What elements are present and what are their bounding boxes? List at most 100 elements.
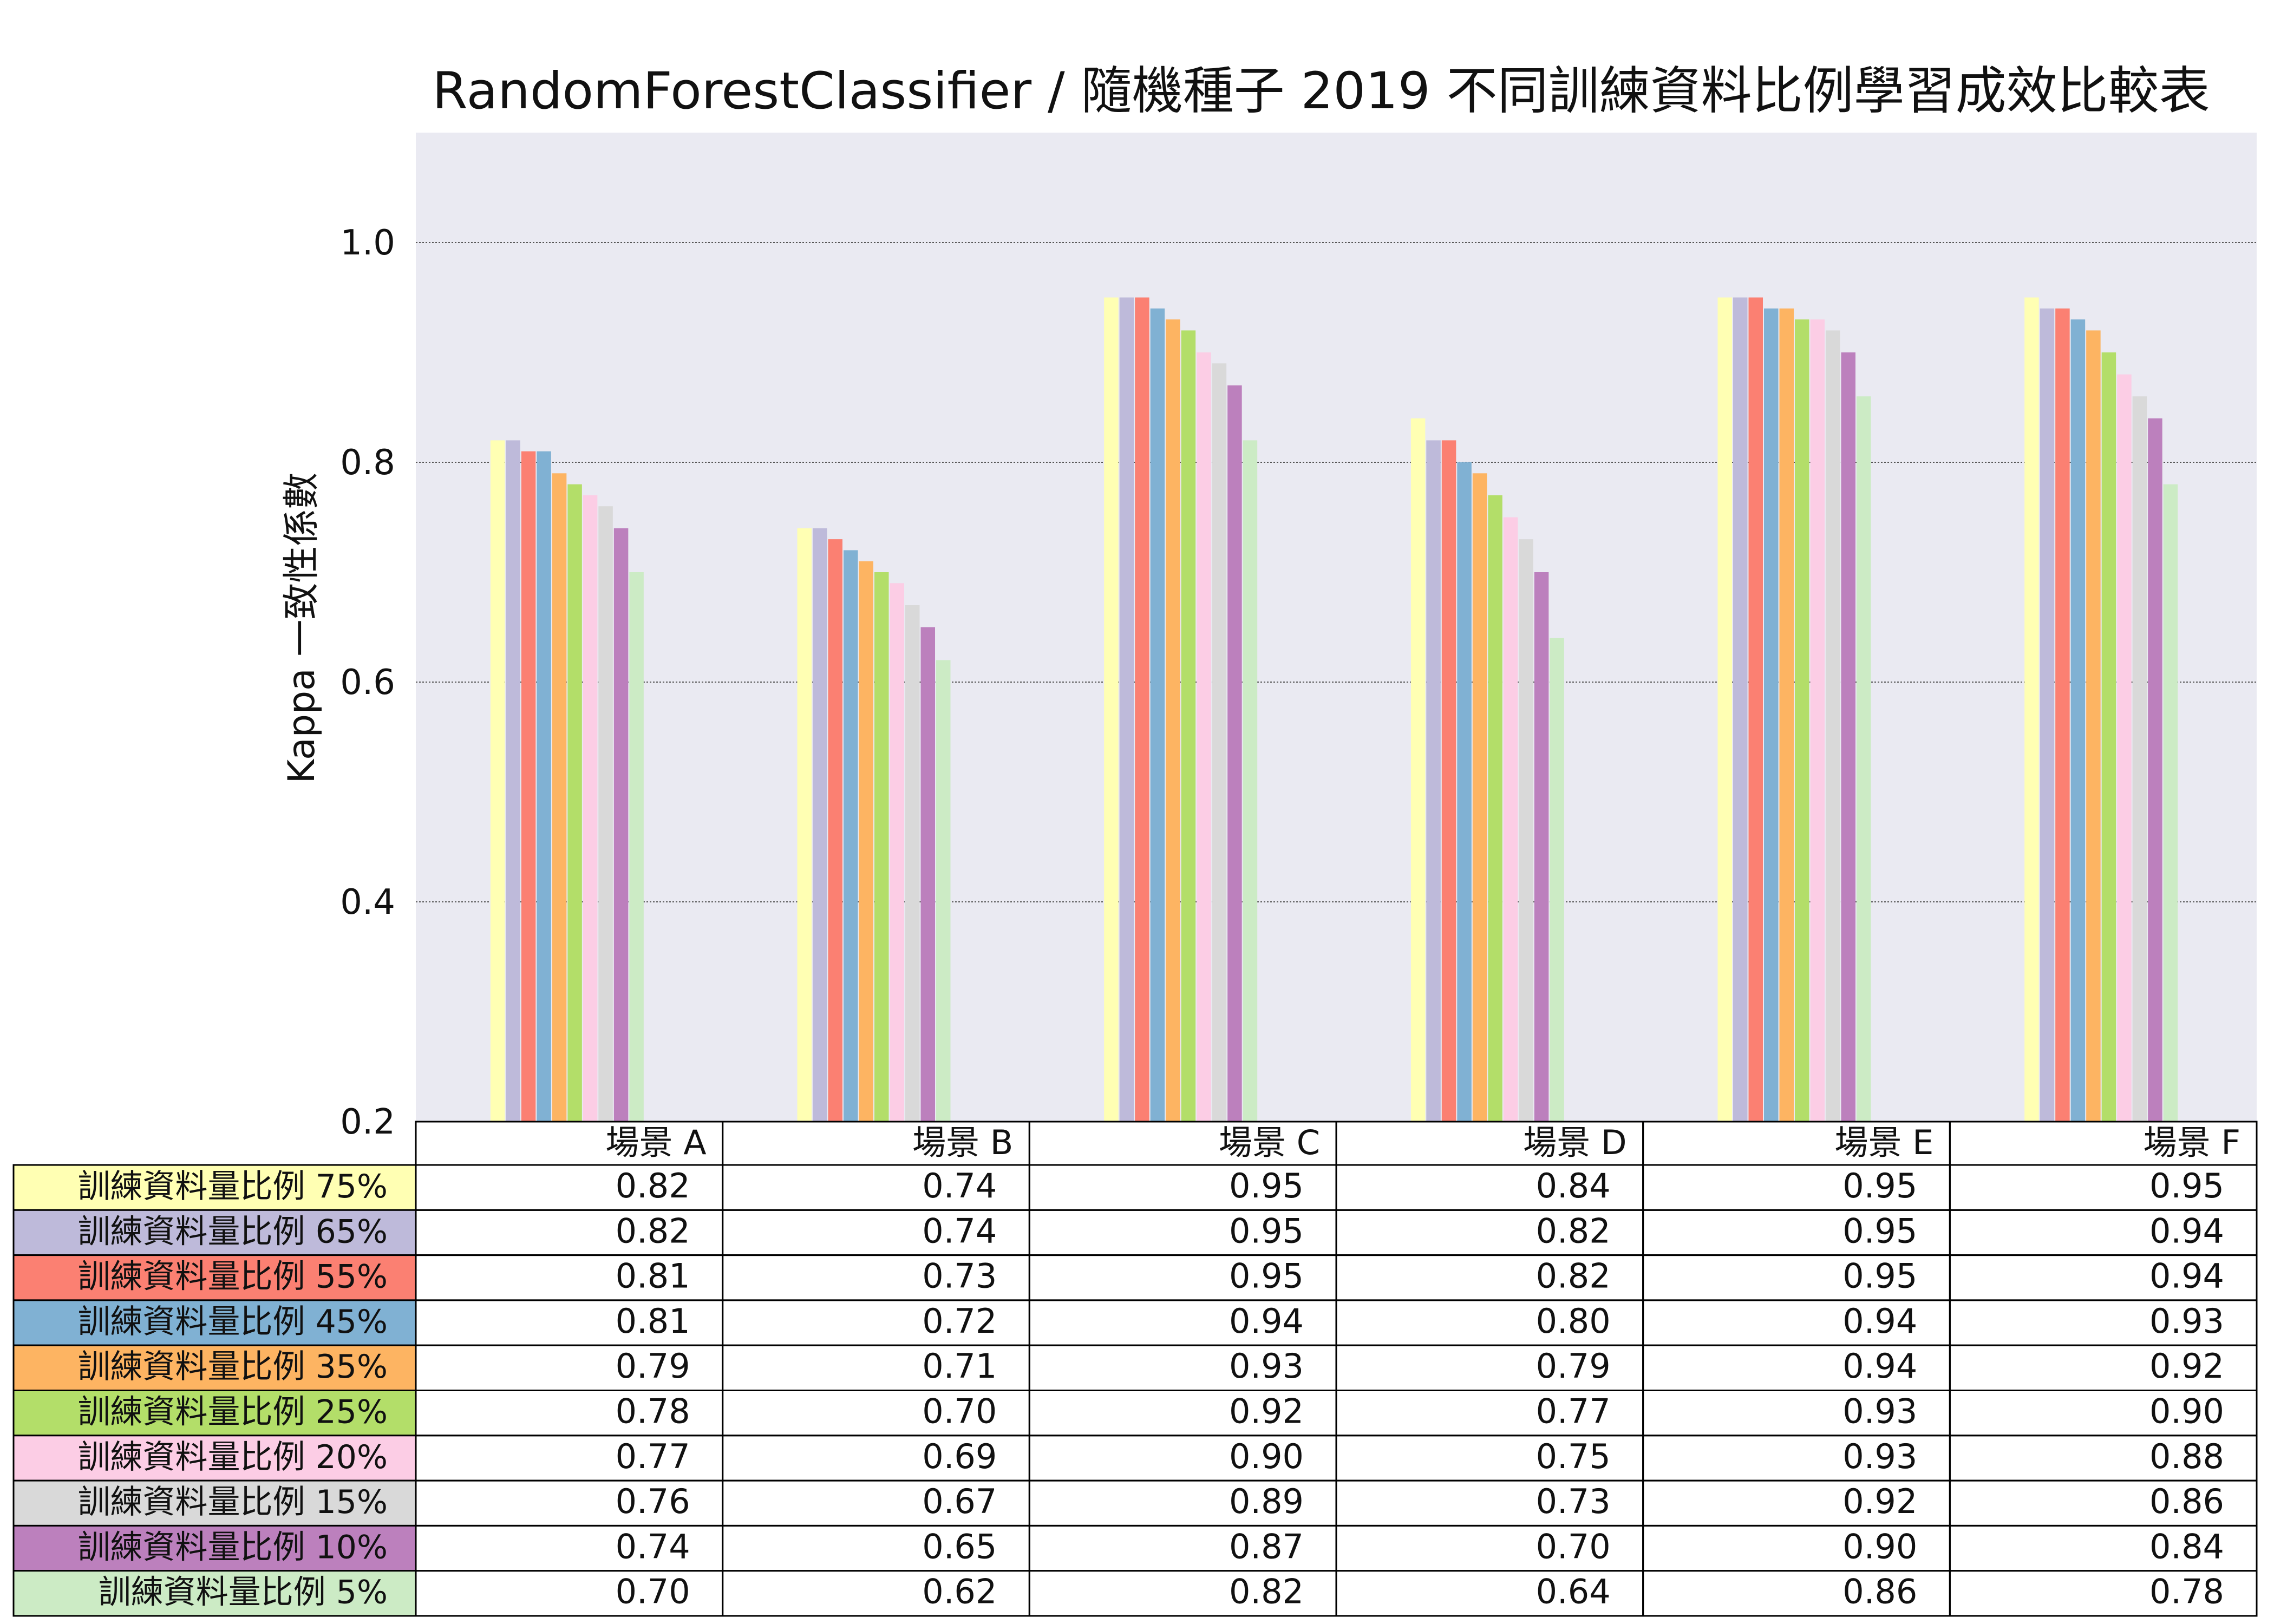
bar	[521, 451, 536, 1122]
bar	[1733, 297, 1748, 1122]
grid-lines	[416, 242, 2257, 902]
bar	[1426, 440, 1441, 1122]
bar	[1826, 330, 1840, 1122]
table-cell-value: 0.77	[1536, 1392, 1611, 1431]
table-cell-value: 0.92	[2149, 1346, 2224, 1386]
bar	[828, 539, 842, 1122]
table-row-label-cell	[12, 1570, 417, 1617]
bar	[1857, 396, 1871, 1122]
table-row-label: 訓練資料量比例 25%	[78, 1393, 388, 1431]
table-cell-value: 0.84	[2149, 1527, 2224, 1566]
table-cell-value: 0.90	[1842, 1527, 1917, 1566]
table-cell-value: 0.64	[1536, 1572, 1611, 1612]
y-tick-label: 0.4	[340, 882, 395, 922]
table-cell-value: 0.95	[2149, 1166, 2224, 1206]
y-tick-label: 0.2	[340, 1102, 395, 1142]
table-header-label: 場景 E	[1834, 1123, 1933, 1162]
bar	[1503, 517, 1518, 1122]
table-cell-value: 0.70	[616, 1572, 690, 1612]
table-cell-value: 0.95	[1229, 1256, 1304, 1296]
table-cell-value: 0.93	[1842, 1392, 1917, 1431]
bar	[1150, 308, 1165, 1122]
bar	[567, 484, 582, 1122]
bar	[1764, 308, 1779, 1122]
bar	[1488, 495, 1502, 1122]
plot-background	[416, 133, 2257, 1122]
bar	[1227, 385, 1242, 1122]
table-cell	[1949, 1570, 2258, 1617]
bar	[1550, 638, 1564, 1122]
table-cell-value: 0.87	[1229, 1527, 1304, 1566]
table-cell-value: 0.90	[2149, 1392, 2224, 1431]
table-row-label: 訓練資料量比例 5%	[99, 1574, 388, 1612]
table-row-label: 訓練資料量比例 55%	[78, 1258, 388, 1296]
table-header-label: 場景 D	[1523, 1123, 1626, 1162]
table-cell-value: 0.95	[1842, 1166, 1917, 1206]
bar	[506, 440, 520, 1122]
bar	[2117, 374, 2132, 1122]
bar	[1166, 319, 1180, 1122]
table-header-label: 場景 B	[912, 1123, 1013, 1162]
table-row-label-cell	[12, 1209, 417, 1256]
table-cell-value: 0.78	[2149, 1572, 2224, 1612]
table-cell-value: 0.77	[616, 1437, 690, 1476]
table-cell-value: 0.86	[2149, 1482, 2224, 1521]
bar	[890, 583, 904, 1122]
table-row-label: 訓練資料量比例 20%	[78, 1438, 388, 1476]
table-row-label-cell	[12, 1435, 417, 1482]
bar	[1441, 440, 1456, 1122]
table-row-label-cell	[12, 1524, 417, 1572]
y-tick-label: 0.6	[340, 663, 395, 703]
bar	[1212, 363, 1227, 1122]
bar	[1748, 297, 1763, 1122]
table-cell-value: 0.89	[1229, 1482, 1304, 1521]
table-cell-value: 0.92	[1842, 1482, 1917, 1521]
bar	[2070, 319, 2086, 1122]
bar	[936, 660, 951, 1122]
bar	[2101, 352, 2116, 1122]
bar	[2024, 297, 2039, 1122]
table-cell-value: 0.79	[616, 1346, 690, 1386]
table-row-label: 訓練資料量比例 15%	[78, 1483, 388, 1521]
bar	[844, 550, 858, 1122]
table-cell-value: 0.71	[922, 1346, 997, 1386]
table-cell-value: 0.94	[1229, 1301, 1304, 1341]
table-row-label-cell	[12, 1344, 417, 1391]
table-row-label: 訓練資料量比例 45%	[78, 1303, 388, 1341]
bar	[1119, 297, 1134, 1122]
bar	[1779, 308, 1794, 1122]
table-cell-value: 0.94	[1842, 1301, 1917, 1341]
bar	[598, 506, 613, 1122]
table-cell-value: 0.62	[922, 1572, 997, 1612]
table-cell-value: 0.88	[2149, 1437, 2224, 1476]
bar	[1181, 330, 1196, 1122]
bar	[490, 440, 505, 1122]
bars	[490, 297, 2178, 1122]
bar	[2148, 418, 2162, 1122]
table-header-label: 場景 A	[606, 1123, 707, 1162]
table-cell-value: 0.76	[616, 1482, 690, 1521]
table-cell-value: 0.86	[1842, 1572, 1917, 1612]
chart-title: RandomForestClassifier / 隨機種子 2019 不同訓練資…	[432, 62, 2210, 121]
table-cell-value: 0.67	[922, 1482, 997, 1521]
table-cell-value: 0.73	[922, 1256, 997, 1296]
y-tick-label: 0.8	[340, 443, 395, 483]
table-cell-value: 0.80	[1536, 1301, 1611, 1341]
table-cell-value: 0.82	[1536, 1256, 1611, 1296]
table-cell-value: 0.65	[922, 1527, 997, 1566]
bar	[583, 495, 598, 1122]
table-header-label: 場景 F	[2144, 1123, 2240, 1162]
table-cell-value: 0.94	[2149, 1211, 2224, 1250]
table-row-label: 訓練資料量比例 75%	[78, 1168, 388, 1206]
bar	[859, 561, 873, 1122]
bar	[1243, 440, 1258, 1122]
table-cell-value: 0.79	[1536, 1346, 1611, 1386]
table-cell-value: 0.82	[616, 1211, 690, 1250]
table-cell-value: 0.70	[922, 1392, 997, 1431]
bar	[613, 528, 629, 1122]
table-cell-value: 0.82	[616, 1166, 690, 1206]
bar	[1410, 418, 1426, 1122]
table-cell-value: 0.95	[1229, 1166, 1304, 1206]
table-cell-value: 0.95	[1842, 1211, 1917, 1250]
